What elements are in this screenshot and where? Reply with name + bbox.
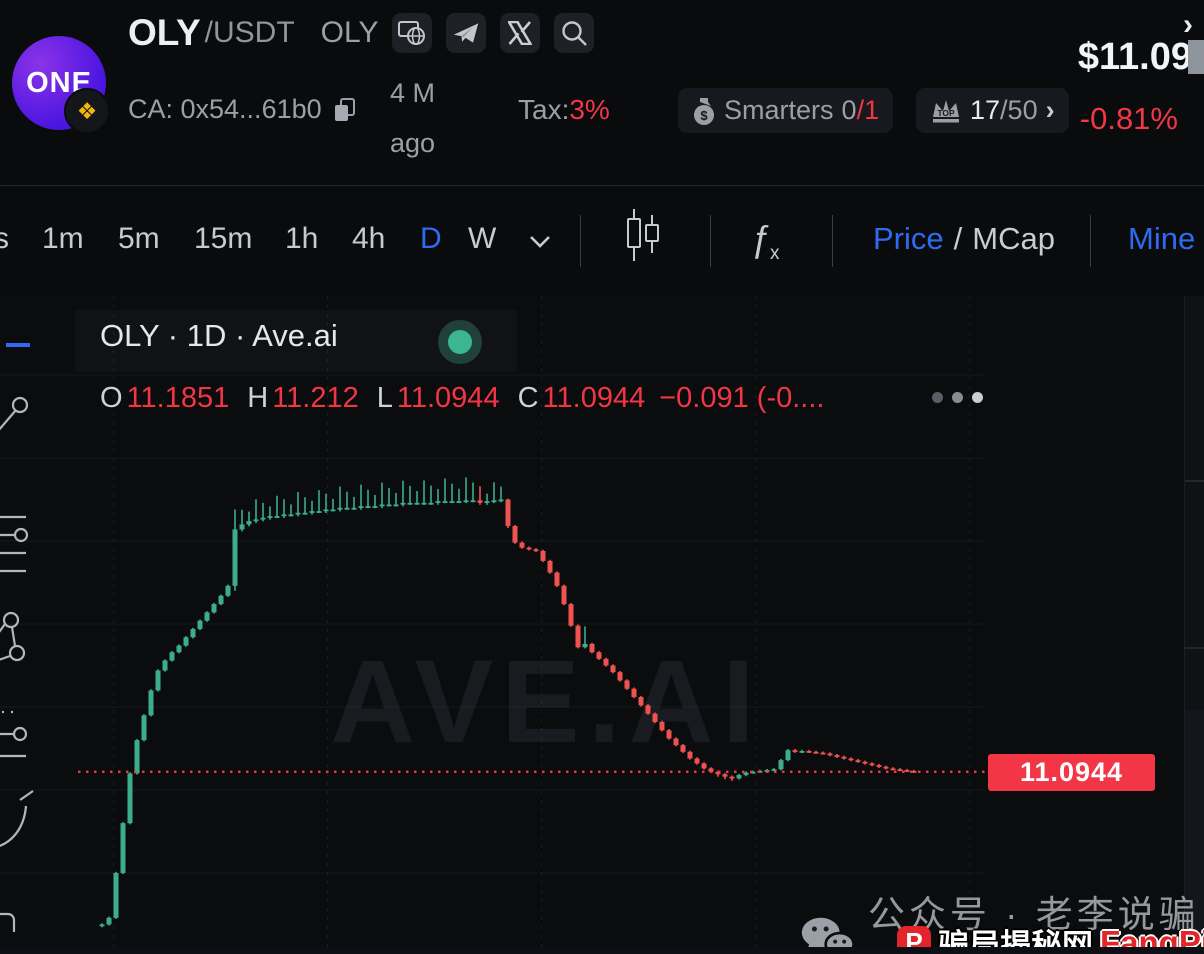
timeframe-1w[interactable]: W [468,222,497,255]
change-value: −0.091 (-0.... [659,382,825,414]
crown-icon: TOP [933,99,959,122]
close-label: C [517,382,539,414]
legend-title[interactable]: OLY · 1D · Ave.ai [100,318,338,353]
top-rank-total: /50 [1000,95,1038,125]
contract-address: CA: 0x54...61b0 [128,94,322,124]
money-bag-icon: $ [694,97,714,125]
telegram-button[interactable] [446,13,487,53]
timeframe-s[interactable]: s [0,222,9,255]
fib-lines-tool-icon[interactable] [0,515,29,573]
x-icon [508,21,533,45]
ohlc-row: O 11.1851 H 11.212 L 11.0944 C 11.0944 −0.09… [100,382,824,415]
chart-type-button[interactable] [622,205,662,265]
mine-button[interactable]: Mine [1128,221,1196,256]
token-price: $11.09 [1077,36,1192,78]
telegram-icon [454,23,479,43]
data-status-dot [438,320,482,364]
timeframe-15m[interactable]: 15m [194,222,253,255]
chart-region: AVE.AI [0,296,1204,954]
timeframe-1m[interactable]: 1m [42,222,84,255]
scrollbar-thumb[interactable] [1188,40,1204,74]
smarters-badge[interactable]: $ Smarters 0 /1 [678,88,894,133]
panel-expand-button[interactable]: › [1183,8,1193,41]
svg-text:TOP: TOP [937,108,955,118]
price-toggle[interactable]: Price [873,221,944,256]
copy-ca-button[interactable] [332,96,358,124]
low-label: L [376,382,393,414]
indicators-button[interactable]: ƒx [750,218,780,265]
open-value: 11.1851 [126,382,230,414]
token-header: ONE ❖ OLY /USDT OLY [0,0,1204,186]
high-value: 11.212 [272,382,359,414]
bnb-chain-badge-icon: ❖ [64,88,110,134]
high-label: H [247,382,269,414]
token-price-change: -0.81% [1079,101,1178,136]
token-age-unit: ago [390,128,436,158]
chevron-right-icon: › [1045,95,1055,125]
timeframe-1d-active[interactable]: D [420,222,442,255]
svg-text:$: $ [700,108,708,123]
smarters-total: /1 [856,95,880,125]
candlestick-icon [627,209,659,261]
price-axis[interactable]: 35 30 25 20 15 10 5 0 [985,296,1184,954]
last-price-tag: 11.0944 [988,754,1155,791]
token-age: 4 M ago [390,68,435,168]
pair-base: OLY [128,12,201,53]
measure-tool-icon[interactable] [0,710,28,758]
close-value: 11.0944 [542,382,646,414]
top-rank-value: 17 [970,95,1001,125]
timeframe-5m[interactable]: 5m [118,222,160,255]
pair-quote: /USDT [204,16,295,49]
price-chart-canvas[interactable] [0,296,985,954]
token-age-value: 4 M [390,78,436,108]
token-label: OLY [320,16,379,49]
globe-icon [398,21,426,45]
website-button[interactable] [392,13,433,53]
tax-value: 3% [569,94,610,125]
copy-icon [334,97,355,121]
shape-tool-icon[interactable] [0,912,16,932]
chevron-down-icon [530,236,550,248]
price-mcap-toggle[interactable]: Price / MCap [873,209,1055,269]
smarters-label: Smarters [724,95,834,125]
legend-more-button[interactable] [932,392,983,403]
active-tool-indicator [6,343,30,347]
token-logo: ONE [12,36,106,130]
curve-tool-icon[interactable] [0,790,34,848]
chart-toolbar: s 1m 5m 15m 1h 4h D W ƒx Price / MCap [0,187,1204,295]
tax-label: Tax: [518,94,570,125]
x-social-button[interactable] [500,13,541,53]
smarters-value: 0 [841,95,857,125]
low-value: 11.0944 [396,382,500,414]
search-icon [562,21,588,46]
timeframe-4h[interactable]: 4h [352,222,386,255]
open-label: O [100,382,123,414]
polyline-tool-icon[interactable] [0,611,26,663]
top-rank-badge[interactable]: TOP 17 /50 › [916,88,1069,133]
trend-line-tool-icon[interactable] [0,396,29,438]
mcap-toggle[interactable]: MCap [972,221,1055,256]
toggle-separator: / [953,221,963,256]
timeframe-1h[interactable]: 1h [285,222,319,255]
drawing-toolbar[interactable] [0,296,34,954]
tax-info: Tax:3% [518,94,610,126]
right-panel-strip [1185,296,1204,954]
bottom-strip [0,947,1204,954]
search-button[interactable] [554,13,595,53]
timeframe-more-button[interactable] [526,211,554,271]
